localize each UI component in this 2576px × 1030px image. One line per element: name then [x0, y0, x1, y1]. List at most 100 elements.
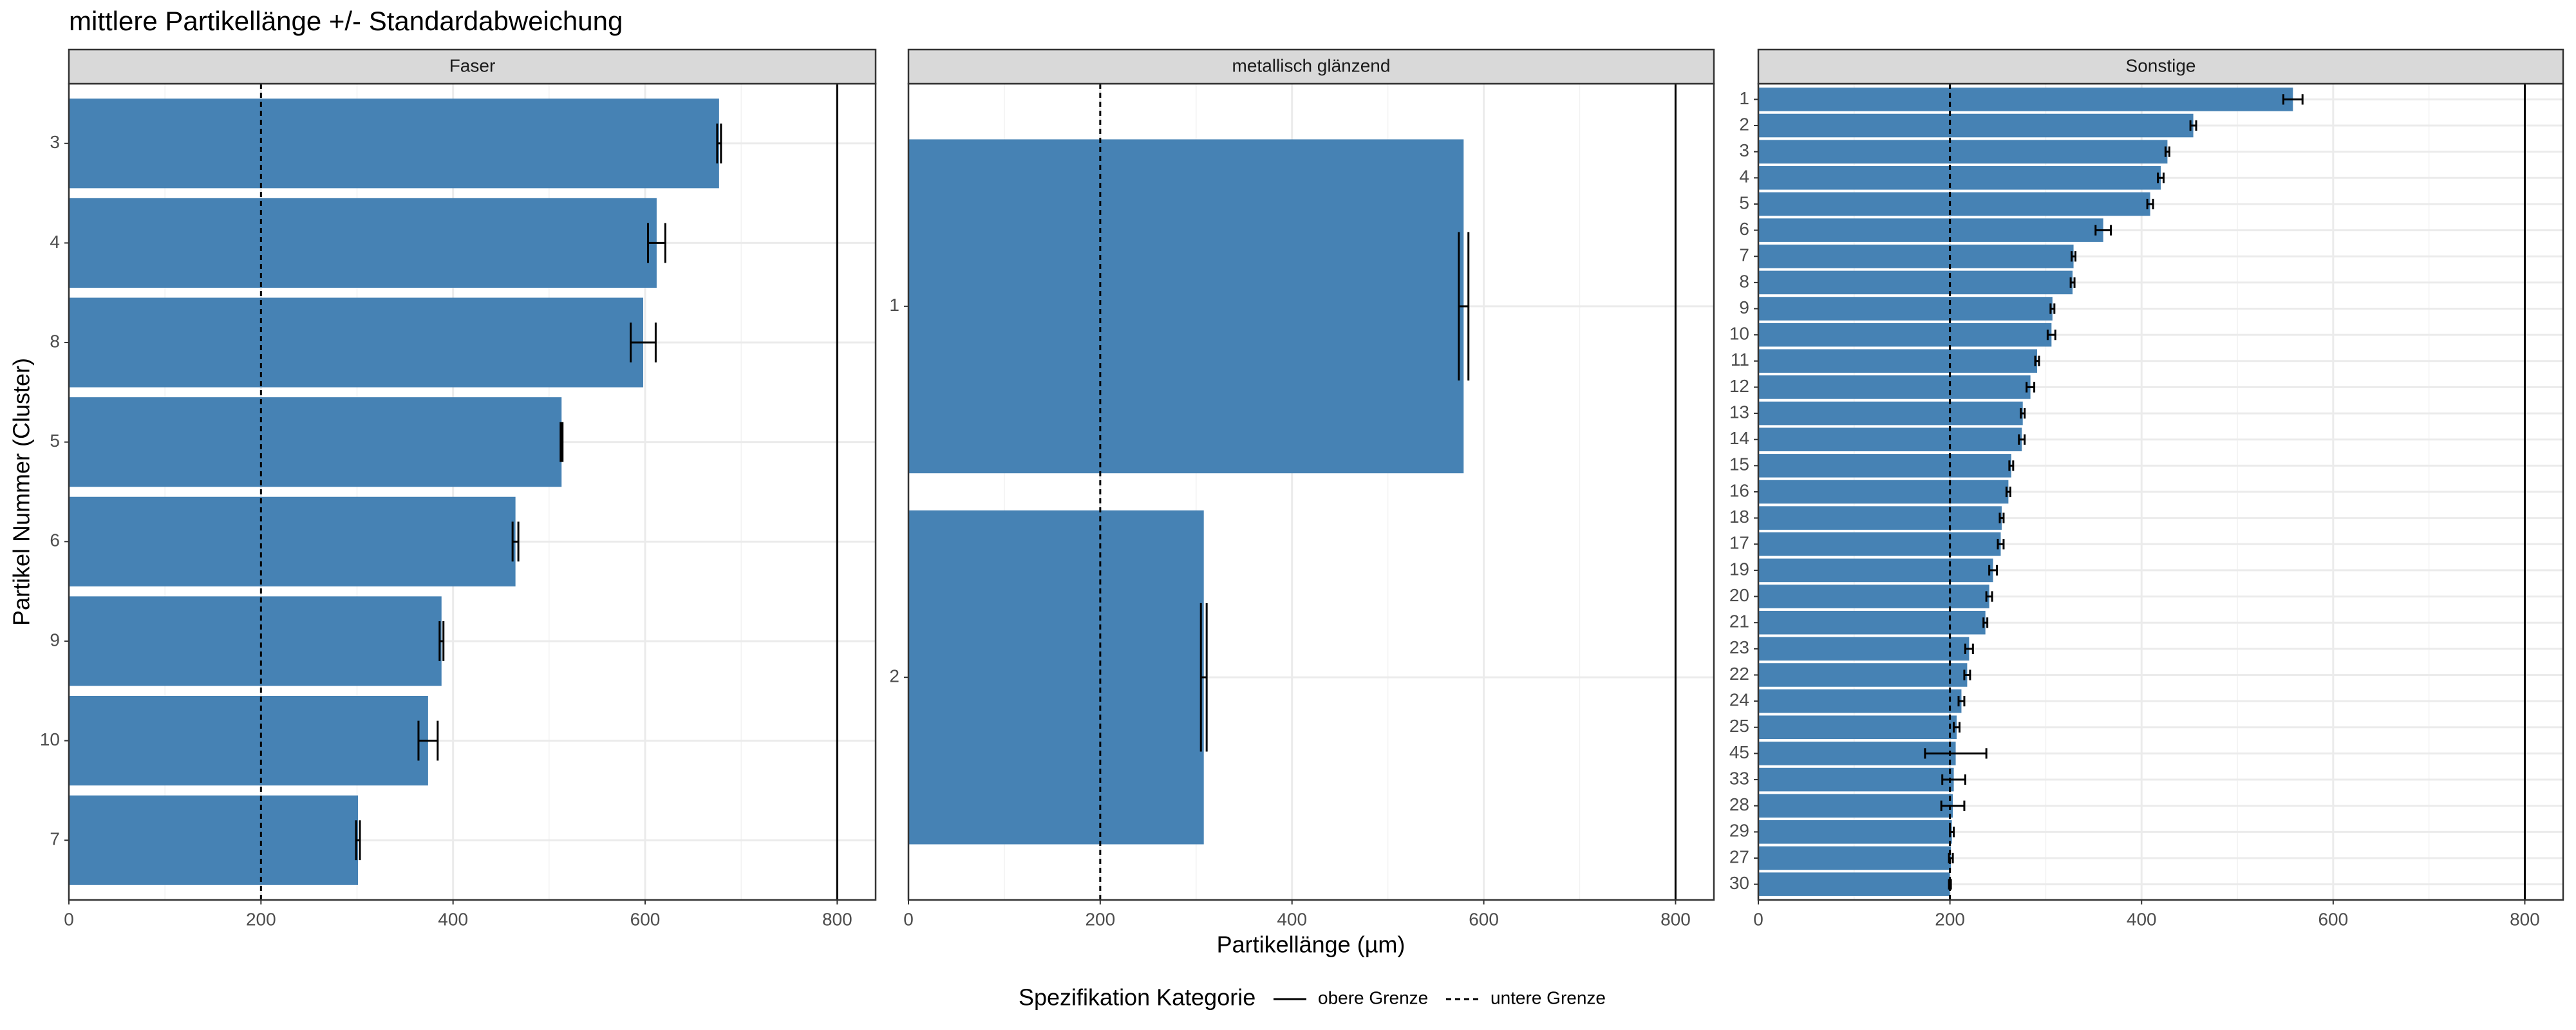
y-tick-label: 18 [1729, 507, 1749, 527]
error-bar [355, 820, 361, 861]
y-tick-label: 23 [1729, 637, 1749, 657]
y-tick-label: 30 [1729, 873, 1749, 893]
error-bar [1997, 539, 2005, 550]
x-tick-label: 400 [1277, 909, 1307, 929]
error-bar [2071, 251, 2077, 262]
y-tick-label: 27 [1729, 847, 1749, 866]
error-bar [2069, 277, 2076, 288]
y-tick-label: 9 [50, 630, 60, 650]
legend-label: untere Grenze [1490, 988, 1606, 1007]
legend-title: Spezifikation Kategorie [1019, 984, 1255, 1011]
error-bar [1199, 603, 1208, 752]
y-tick-label: 4 [50, 232, 60, 252]
bar [1758, 454, 2011, 478]
y-tick-label: 5 [1739, 192, 1749, 212]
x-tick-label: 0 [903, 909, 914, 929]
bar [69, 397, 562, 487]
bar [1758, 88, 2293, 111]
x-tick-label: 400 [438, 909, 468, 929]
error-bar [2282, 94, 2304, 105]
x-tick-label: 400 [2127, 909, 2157, 929]
error-bar [1940, 800, 1966, 811]
x-tick-label: 800 [1660, 909, 1691, 929]
bar [1758, 192, 2150, 216]
strip [68, 48, 877, 85]
y-tick-label: 4 [1739, 167, 1749, 187]
y-tick-label: 7 [50, 829, 60, 849]
bar [1758, 480, 2009, 504]
x-tick-label: 800 [2510, 909, 2540, 929]
error-bar [2005, 486, 2011, 498]
bar [1758, 166, 2161, 190]
x-tick-label: 800 [822, 909, 852, 929]
bar [1758, 820, 1952, 844]
y-tick-label: 11 [1731, 350, 1749, 370]
bar [1758, 532, 2001, 556]
error-bar [1985, 591, 1993, 602]
strip-label: metallisch glänzend [1232, 55, 1391, 75]
error-bar [2020, 407, 2026, 419]
bar [1758, 349, 2038, 373]
y-tick-label: 3 [1739, 140, 1749, 160]
y-tick-label: 5 [50, 431, 60, 451]
bar [1758, 140, 2168, 164]
y-tick-label: 45 [1729, 742, 1749, 762]
error-bar [438, 621, 445, 661]
y-tick-label: 1 [1739, 88, 1749, 108]
bar [1758, 297, 2053, 321]
y-tick-label: 12 [1729, 376, 1749, 396]
y-tick-label: 22 [1729, 664, 1749, 684]
y-tick-label: 10 [1729, 324, 1749, 344]
error-bar [559, 422, 564, 462]
bar [908, 510, 1204, 845]
error-bar [511, 521, 520, 562]
x-tick-label: 600 [1469, 909, 1499, 929]
y-tick-label: 8 [50, 331, 60, 351]
chart-title: mittlere Partikellänge +/- Standardabwei… [69, 6, 623, 36]
bar [1758, 794, 1953, 818]
bar [1758, 742, 1956, 765]
y-tick-label: 6 [1739, 219, 1749, 239]
x-tick-label: 200 [246, 909, 276, 929]
y-tick-label: 14 [1729, 428, 1749, 448]
bar [908, 139, 1464, 474]
bar [1758, 218, 2103, 242]
y-tick-label: 2 [889, 666, 899, 686]
bar [1758, 872, 1950, 896]
x-tick-label: 200 [1935, 909, 1965, 929]
bar [1758, 323, 2052, 347]
bar [69, 98, 719, 189]
bar [1758, 637, 1970, 661]
x-tick-label: 200 [1085, 909, 1115, 929]
bar [1758, 401, 2023, 426]
bar [1758, 610, 1986, 635]
y-tick-label: 8 [1739, 271, 1749, 291]
error-bar [1998, 512, 2005, 523]
bar [1758, 506, 2002, 530]
bar [1758, 585, 1989, 608]
y-tick-label: 2 [1739, 114, 1749, 134]
error-bar [1948, 879, 1952, 890]
error-bar [1948, 852, 1954, 864]
x-tick-label: 0 [64, 909, 74, 929]
bar [69, 596, 442, 686]
strip [907, 48, 1715, 85]
y-tick-label: 7 [1739, 245, 1749, 265]
y-tick-label: 28 [1729, 794, 1749, 814]
y-tick-label: 29 [1729, 821, 1749, 841]
error-bar [2008, 460, 2015, 471]
error-bar [2189, 120, 2197, 131]
error-bar [646, 223, 666, 263]
strip-label: Faser [449, 55, 496, 75]
error-bar [716, 123, 722, 164]
y-tick-label: 33 [1729, 768, 1749, 788]
bar [1758, 244, 2074, 268]
y-tick-label: 13 [1729, 402, 1749, 422]
bar [69, 198, 657, 288]
y-tick-label: 16 [1729, 480, 1749, 500]
error-bar [2049, 303, 2056, 314]
y-tick-label: 10 [40, 729, 60, 749]
bar [69, 795, 358, 885]
bar [1758, 663, 1968, 687]
